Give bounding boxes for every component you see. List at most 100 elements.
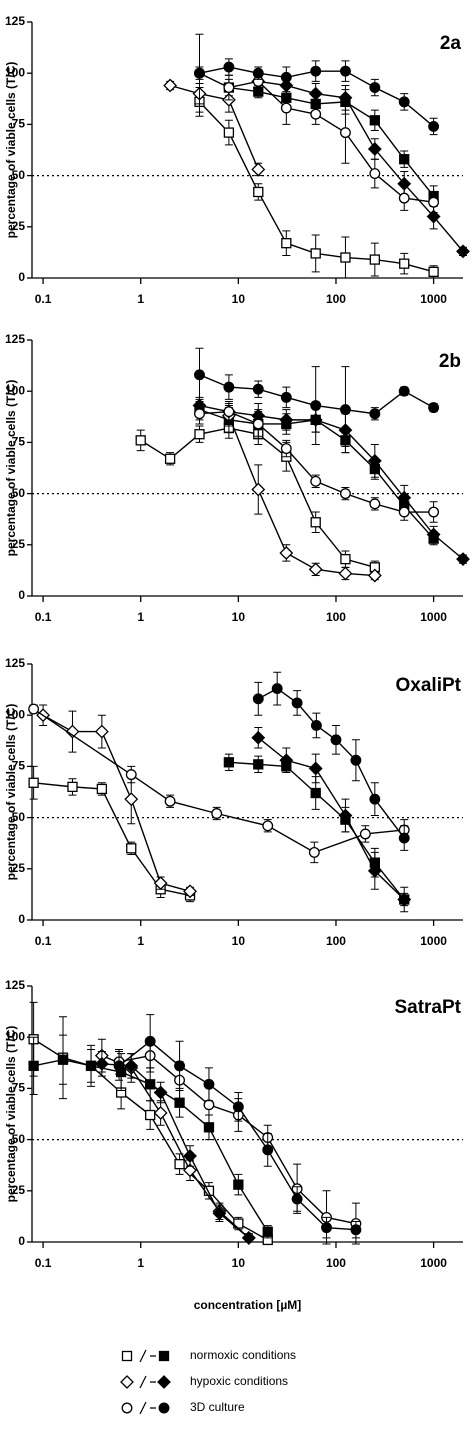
data-point [291, 697, 303, 709]
data-point [398, 832, 410, 844]
data-point [223, 61, 235, 73]
data-point [398, 192, 410, 204]
panel-title: OxaliPt [396, 675, 462, 696]
data-point [398, 385, 410, 397]
panel-title: 2a [440, 33, 462, 54]
data-point [398, 96, 410, 108]
data-point [183, 884, 197, 899]
data-point [339, 127, 351, 139]
data-point [369, 115, 380, 126]
data-point [194, 369, 205, 381]
y-tick-label: 75 [12, 1081, 26, 1095]
data-point [279, 546, 294, 560]
data-point [310, 400, 322, 411]
x-tick-label: 10 [232, 610, 246, 624]
x-tick-label: 10 [232, 934, 246, 948]
data-point [369, 168, 381, 180]
y-axis-label: percentage of viable cells (T/C) [4, 1026, 18, 1203]
data-point [253, 759, 264, 770]
x-axis-label: concentration [µM] [194, 1298, 302, 1312]
x-tick-label: 10 [232, 292, 246, 306]
data-point [428, 402, 440, 414]
y-axis-label: percentage of viable cells (T/C) [4, 62, 18, 239]
data-point [369, 793, 381, 805]
data-point [350, 754, 362, 766]
data-point [145, 1079, 156, 1090]
y-tick-label: 100 [5, 65, 25, 79]
data-point [164, 795, 176, 807]
data-point [223, 406, 235, 418]
data-point [428, 266, 439, 278]
data-point [153, 876, 168, 891]
data-point [124, 792, 139, 807]
data-point [194, 67, 205, 79]
legend-marker [121, 1350, 133, 1362]
data-point [57, 1054, 69, 1065]
legend-separator [139, 1349, 156, 1363]
series-line [169, 84, 259, 170]
data-point [124, 1058, 139, 1073]
data-point [310, 787, 321, 799]
data-point [251, 482, 266, 497]
x-tick-label: 1 [137, 610, 144, 624]
data-point [310, 248, 321, 259]
y-tick-label: 75 [12, 759, 26, 773]
data-point [252, 67, 264, 79]
data-point [135, 435, 146, 446]
data-point [308, 562, 323, 577]
legend-marker [158, 1402, 170, 1414]
y-tick-label: 50 [12, 810, 26, 824]
data-point [359, 828, 371, 840]
data-point [350, 1224, 362, 1236]
series-line [257, 737, 405, 901]
y-tick-label: 25 [12, 1183, 26, 1197]
y-tick-label: 50 [12, 1132, 26, 1146]
data-point [28, 1060, 39, 1072]
data-point [271, 683, 283, 695]
data-point [399, 258, 410, 269]
data-point [398, 506, 410, 518]
x-tick-label: 0.1 [35, 292, 52, 306]
y-tick-label: 125 [5, 14, 25, 28]
y-axis-label: percentage of viable cells (T/C) [4, 380, 18, 557]
panel-title: 2b [439, 351, 461, 372]
x-tick-label: 1000 [420, 610, 447, 624]
data-point [153, 1085, 168, 1100]
legend-marker [121, 1402, 133, 1414]
data-point [310, 719, 322, 731]
data-point [252, 693, 264, 705]
x-tick-label: 1 [137, 934, 144, 948]
x-tick-label: 0.1 [35, 1256, 52, 1270]
data-point [456, 552, 470, 567]
data-point [211, 808, 223, 819]
data-point [241, 1230, 256, 1245]
legend-marker [157, 1375, 171, 1389]
data-point [339, 488, 351, 500]
data-point [183, 1163, 197, 1178]
data-point [223, 381, 235, 393]
x-tick-label: 100 [326, 1256, 346, 1270]
data-point [280, 71, 292, 83]
series-line [118, 1040, 356, 1231]
data-point [94, 1056, 109, 1071]
series-line [33, 708, 405, 854]
data-point [428, 120, 440, 132]
x-tick-label: 1000 [420, 1256, 447, 1270]
series-line [198, 101, 434, 273]
y-axis-label: percentage of viable cells (T/C) [4, 704, 18, 881]
data-point [367, 142, 382, 156]
data-point [426, 527, 441, 542]
y-tick-label: 100 [5, 383, 25, 397]
panel-title: SatraPt [394, 997, 461, 1018]
data-point [279, 412, 294, 427]
data-point [280, 102, 292, 114]
legend-label: 3D culture [190, 1400, 245, 1414]
x-tick-label: 100 [326, 292, 346, 306]
data-point [67, 781, 78, 793]
data-point [339, 404, 351, 416]
data-point [153, 1106, 168, 1120]
data-point [145, 1109, 156, 1121]
legend-separator [139, 1401, 156, 1415]
data-point [212, 1206, 227, 1221]
